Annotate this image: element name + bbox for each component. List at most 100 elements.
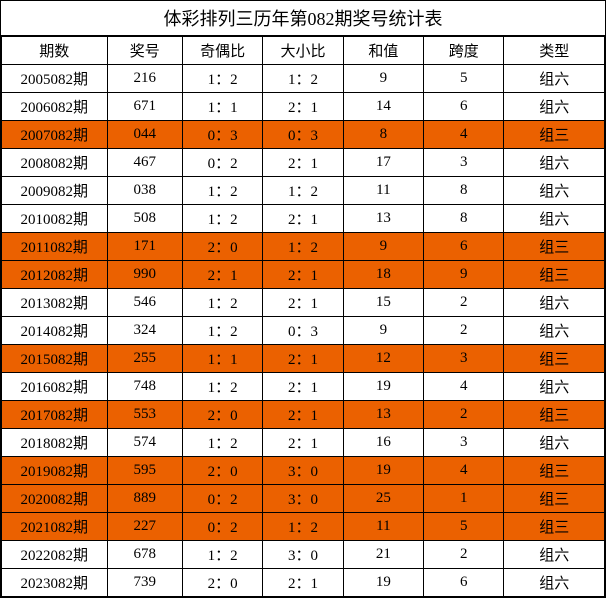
cell-num: 227 [107,513,182,541]
cell-type: 组三 [504,485,605,513]
cell-period: 2014082期 [2,317,108,345]
cell-type: 组三 [504,513,605,541]
col-header-span: 跨度 [424,37,504,65]
table-row: 2013082期5461：22：1152组六 [2,289,605,317]
cell-size: 3：0 [263,541,343,569]
cell-span: 3 [424,429,504,457]
cell-sum: 19 [343,373,423,401]
table-row: 2021082期2270：21：2115组三 [2,513,605,541]
cell-span: 8 [424,205,504,233]
cell-num: 553 [107,401,182,429]
cell-sum: 12 [343,345,423,373]
cell-odd: 1：2 [182,65,262,93]
cell-type: 组六 [504,65,605,93]
cell-type: 组六 [504,429,605,457]
cell-period: 2008082期 [2,149,108,177]
cell-type: 组三 [504,401,605,429]
cell-span: 5 [424,65,504,93]
cell-odd: 1：1 [182,93,262,121]
cell-num: 595 [107,457,182,485]
cell-odd: 1：2 [182,429,262,457]
cell-period: 2023082期 [2,569,108,597]
table-row: 2007082期0440：30：384组三 [2,121,605,149]
cell-type: 组三 [504,233,605,261]
cell-span: 2 [424,317,504,345]
cell-period: 2015082期 [2,345,108,373]
cell-num: 044 [107,121,182,149]
cell-sum: 11 [343,177,423,205]
cell-sum: 17 [343,149,423,177]
cell-type: 组三 [504,345,605,373]
cell-period: 2007082期 [2,121,108,149]
col-header-odd: 奇偶比 [182,37,262,65]
cell-size: 1：2 [263,177,343,205]
cell-num: 546 [107,289,182,317]
cell-period: 2021082期 [2,513,108,541]
cell-size: 3：0 [263,485,343,513]
cell-num: 216 [107,65,182,93]
cell-period: 2022082期 [2,541,108,569]
cell-sum: 15 [343,289,423,317]
cell-size: 2：1 [263,261,343,289]
table-row: 2019082期5952：03：0194组三 [2,457,605,485]
cell-sum: 19 [343,569,423,597]
cell-sum: 14 [343,93,423,121]
cell-span: 4 [424,457,504,485]
cell-span: 4 [424,121,504,149]
cell-span: 4 [424,373,504,401]
cell-num: 889 [107,485,182,513]
cell-size: 2：1 [263,569,343,597]
table-wrapper: 体彩排列三历年第082期奖号统计表 期数 奖号 奇偶比 大小比 和值 跨度 类型… [0,0,606,598]
col-header-type: 类型 [504,37,605,65]
cell-odd: 2：0 [182,457,262,485]
cell-sum: 9 [343,233,423,261]
cell-type: 组六 [504,149,605,177]
cell-odd: 0：2 [182,513,262,541]
cell-period: 2011082期 [2,233,108,261]
cell-num: 678 [107,541,182,569]
cell-sum: 13 [343,401,423,429]
col-header-period: 期数 [2,37,108,65]
cell-size: 2：1 [263,205,343,233]
cell-odd: 2：0 [182,233,262,261]
cell-odd: 1：2 [182,205,262,233]
cell-span: 2 [424,541,504,569]
cell-type: 组六 [504,541,605,569]
cell-type: 组三 [504,457,605,485]
cell-sum: 11 [343,513,423,541]
cell-size: 2：1 [263,289,343,317]
table-row: 2011082期1712：01：296组三 [2,233,605,261]
cell-size: 1：2 [263,65,343,93]
cell-num: 671 [107,93,182,121]
cell-size: 0：3 [263,121,343,149]
cell-odd: 0：2 [182,149,262,177]
stats-table: 期数 奖号 奇偶比 大小比 和值 跨度 类型 2005082期2161：21：2… [1,36,605,597]
cell-span: 5 [424,513,504,541]
cell-size: 2：1 [263,373,343,401]
cell-span: 3 [424,345,504,373]
cell-sum: 18 [343,261,423,289]
table-row: 2006082期6711：12：1146组六 [2,93,605,121]
table-row: 2020082期8890：23：0251组三 [2,485,605,513]
table-row: 2017082期5532：02：1132组三 [2,401,605,429]
cell-size: 0：3 [263,317,343,345]
cell-sum: 13 [343,205,423,233]
cell-num: 467 [107,149,182,177]
cell-size: 2：1 [263,345,343,373]
table-row: 2008082期4670：22：1173组六 [2,149,605,177]
cell-period: 2010082期 [2,205,108,233]
table-row: 2005082期2161：21：295组六 [2,65,605,93]
cell-odd: 0：2 [182,485,262,513]
cell-span: 8 [424,177,504,205]
table-row: 2014082期3241：20：392组六 [2,317,605,345]
cell-odd: 0：3 [182,121,262,149]
cell-period: 2012082期 [2,261,108,289]
cell-type: 组三 [504,261,605,289]
cell-span: 9 [424,261,504,289]
cell-period: 2020082期 [2,485,108,513]
cell-sum: 25 [343,485,423,513]
col-header-num: 奖号 [107,37,182,65]
cell-size: 1：2 [263,513,343,541]
cell-type: 组六 [504,205,605,233]
cell-span: 2 [424,289,504,317]
